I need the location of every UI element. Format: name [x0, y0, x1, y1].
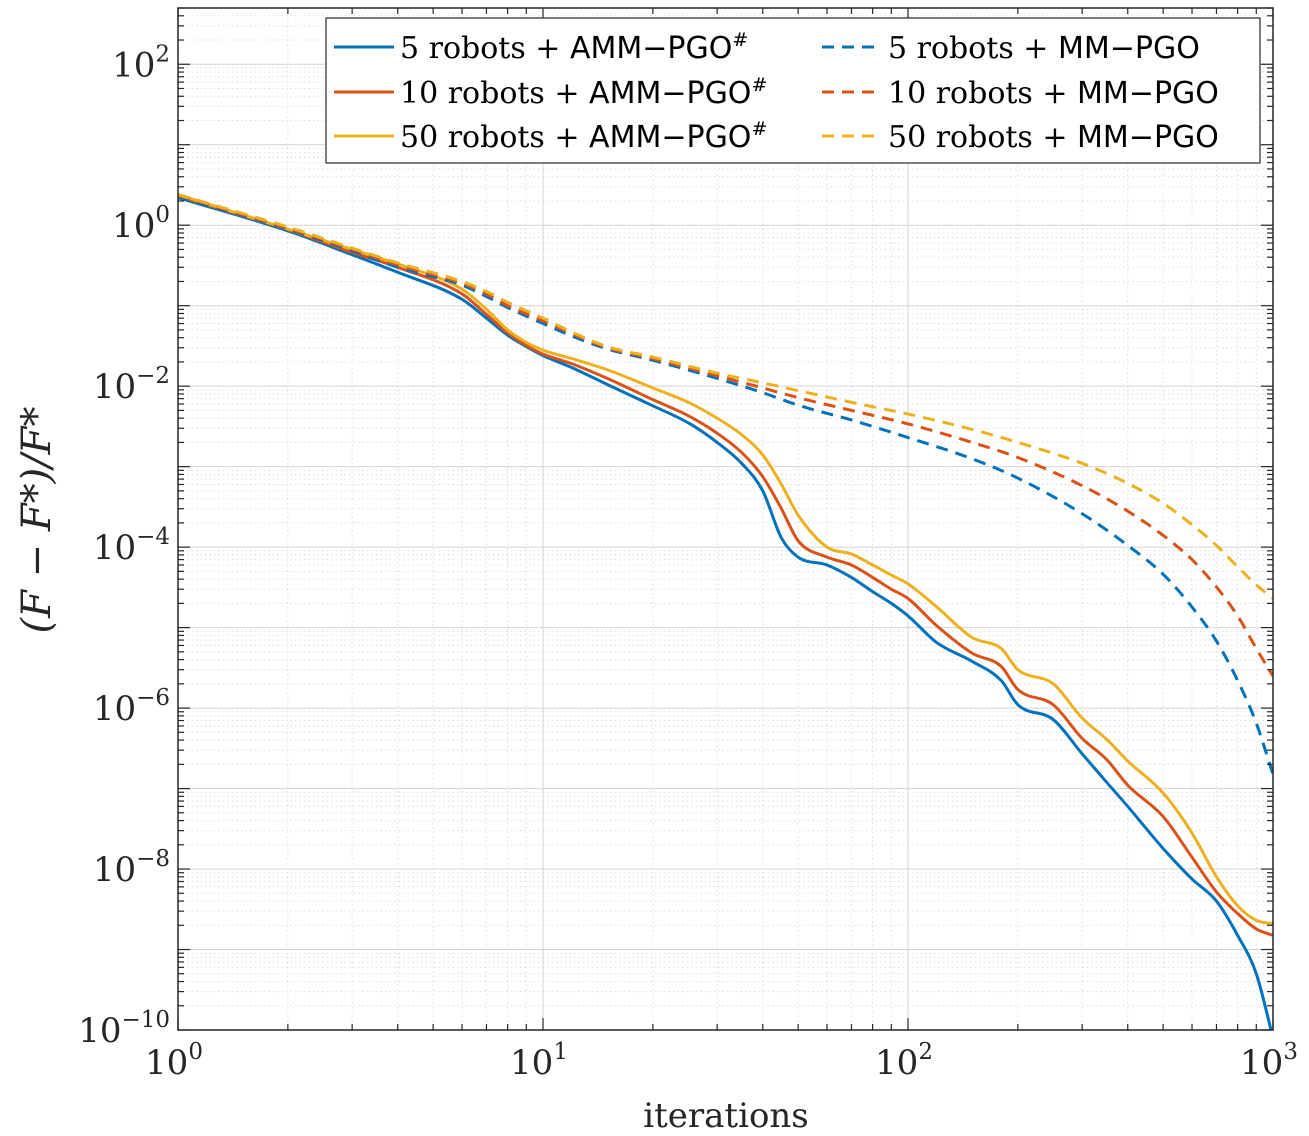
legend-entry-6: 50 robots + MM−PGO [888, 120, 1219, 155]
y-tick-label-base: 10 [93, 528, 136, 568]
x-tick-label-exponent: 0 [188, 1039, 203, 1065]
series-line-5 [178, 193, 1273, 677]
y-tick-label-exponent: −4 [136, 524, 170, 550]
x-tick-label: 102 [875, 1039, 933, 1083]
x-tick-labels: 100 101 102 103 [145, 1039, 1298, 1083]
series-line-3 [178, 193, 1273, 926]
legend-entry-prefix: 50 robots + [400, 120, 589, 155]
x-tick-label-base: 10 [1240, 1043, 1283, 1083]
legend-entry-4: 5 robots + MM−PGO [888, 31, 1200, 66]
plot-frame [177, 7, 1274, 1031]
y-tick-label-exponent: −2 [136, 363, 170, 389]
series-line-4 [178, 194, 1273, 775]
legend-entry-method: MM−PGO [1077, 76, 1219, 111]
series-line-2 [178, 194, 1273, 937]
x-tick-label: 100 [145, 1039, 203, 1083]
y-tick-label-base: 10 [93, 689, 136, 729]
y-tick-label: 10−2 [93, 363, 170, 407]
y-tick-label-exponent: −6 [136, 685, 170, 711]
legend-entry-method: AMM−PGO [570, 31, 732, 66]
y-tick-label: 10−4 [93, 524, 170, 568]
legend: 5 robots + AMM−PGO#10 robots + AMM−PGO#5… [325, 17, 1261, 164]
legend-entry-superscript: # [751, 74, 767, 96]
x-tick-label: 103 [1240, 1039, 1298, 1083]
y-tick-label: 10−8 [93, 846, 170, 890]
x-tick-label-base: 10 [510, 1043, 553, 1083]
legend-entry-superscript: # [732, 29, 748, 51]
x-tick-label-exponent: 2 [918, 1039, 933, 1065]
y-tick-label: 100 [112, 202, 170, 246]
legend-entry-5: 10 robots + MM−PGO [888, 76, 1219, 111]
y-tick-label-exponent: 2 [155, 41, 170, 67]
y-axis-label: (F − F*)/F* [14, 407, 60, 634]
legend-entry-method: AMM−PGO [589, 120, 751, 155]
legend-entry-prefix: 10 robots + [400, 76, 589, 111]
legend-entry-method: MM−PGO [1077, 120, 1219, 155]
y-tick-label-base: 10 [78, 1011, 121, 1051]
legend-entry-method: AMM−PGO [589, 76, 751, 111]
legend-entry-3: 50 robots + AMM−PGO# [400, 118, 767, 155]
y-tick-label-base: 10 [112, 45, 155, 85]
y-tick-label: 102 [112, 41, 170, 85]
legend-entry-prefix: 5 robots + [400, 31, 570, 66]
series-line-1 [178, 196, 1273, 1030]
legend-entry-prefix: 5 robots + [888, 31, 1058, 66]
y-tick-label-base: 10 [93, 367, 136, 407]
y-tick-label: 10−10 [78, 1007, 170, 1051]
x-tick-label-base: 10 [875, 1043, 918, 1083]
legend-entry-prefix: 50 robots + [888, 120, 1077, 155]
x-tick-label-exponent: 3 [1283, 1039, 1298, 1065]
x-tick-label-base: 10 [145, 1043, 188, 1083]
legend-box [325, 17, 1261, 164]
tick-marks [177, 7, 1274, 1031]
y-tick-label-exponent: −8 [136, 846, 170, 872]
series-layer [178, 193, 1273, 1030]
legend-entry-method: MM−PGO [1058, 31, 1200, 66]
x-tick-label-exponent: 1 [553, 1039, 568, 1065]
legend-entry-prefix: 10 robots + [888, 76, 1077, 111]
y-tick-label-exponent: −10 [121, 1007, 170, 1033]
y-tick-label: 10−6 [93, 685, 170, 729]
y-tick-label-exponent: 0 [155, 202, 170, 228]
y-tick-label-base: 10 [93, 850, 136, 890]
legend-entry-superscript: # [751, 118, 767, 140]
legend-entry-1: 5 robots + AMM−PGO# [400, 29, 748, 66]
legend-entry-2: 10 robots + AMM−PGO# [400, 74, 767, 111]
x-axis-label: iterations [643, 1096, 809, 1136]
x-tick-label: 101 [510, 1039, 568, 1083]
y-tick-label-base: 10 [112, 206, 155, 246]
series-line-6 [178, 193, 1273, 600]
minor-grid [178, 8, 1273, 1030]
